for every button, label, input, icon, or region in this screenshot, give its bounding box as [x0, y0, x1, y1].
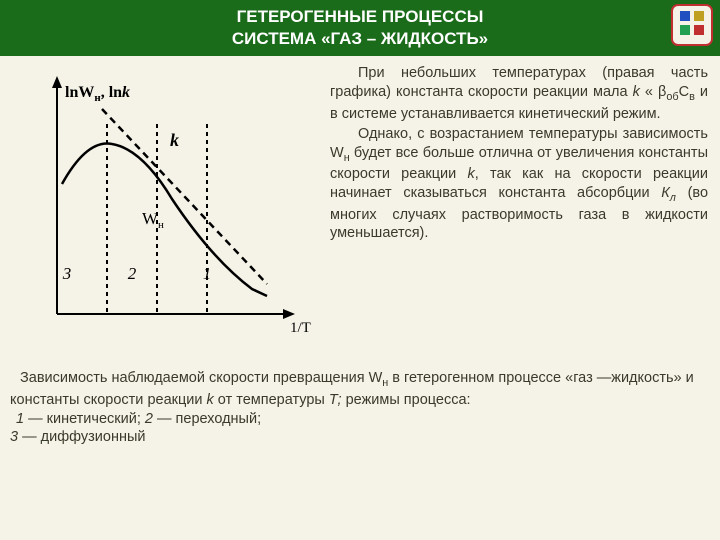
caption-line-3: 3 — диффузионный	[10, 428, 704, 447]
caption-line-1: Зависимость наблюдаемой скорости превращ…	[10, 369, 704, 409]
svg-text:3: 3	[62, 264, 72, 283]
svg-text:Wн: Wн	[142, 209, 164, 231]
caption-line-2: 1 — кинетический; 2 — переходный;	[10, 410, 704, 429]
chart-caption: Зависимость наблюдаемой скорости превращ…	[0, 363, 720, 454]
svg-text:lnWн, lnk: lnWн, lnk	[65, 84, 130, 104]
chart-column: lnWн, lnk 1/T k Wн 1 2 3	[12, 64, 322, 359]
paragraph-1: При небольших температурах (правая часть…	[330, 64, 708, 123]
institution-logo-icon	[670, 3, 714, 47]
arrhenius-chart: lnWн, lnk 1/T k Wн 1 2 3	[12, 64, 322, 354]
svg-text:1: 1	[203, 264, 212, 283]
svg-text:1/T: 1/T	[290, 320, 311, 336]
content-row: lnWн, lnk 1/T k Wн 1 2 3 При небольших темпера…	[0, 56, 720, 363]
svg-text:2: 2	[128, 264, 137, 283]
text-column: При небольших температурах (правая часть…	[322, 64, 708, 359]
slide-header: ГЕТЕРОГЕННЫЕ ПРОЦЕССЫ СИСТЕМА «ГАЗ – ЖИД…	[0, 0, 720, 56]
header-line2: СИСТЕМА «ГАЗ – ЖИДКОСТЬ»	[12, 28, 708, 50]
svg-text:k: k	[170, 130, 179, 150]
header-line1: ГЕТЕРОГЕННЫЕ ПРОЦЕССЫ	[12, 6, 708, 28]
paragraph-2: Однако, с возрастанием температуры завис…	[330, 125, 708, 243]
